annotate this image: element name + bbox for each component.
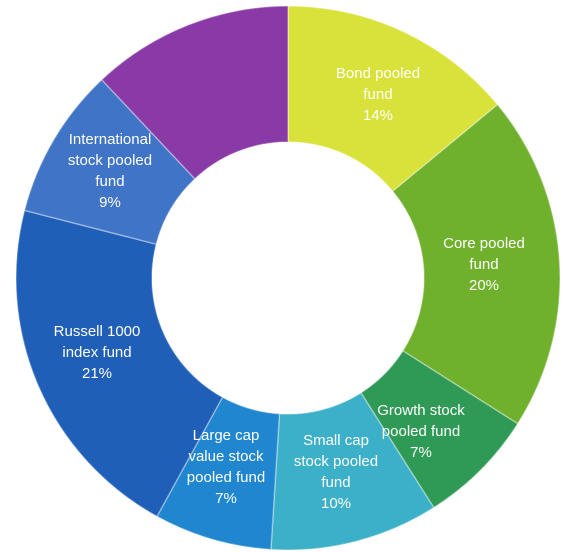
slice-label-line: Bond pooled (336, 65, 420, 82)
slice-label-line: 7% (215, 490, 237, 507)
slice-label-line: fund (469, 256, 498, 273)
slice-label-line: fund (95, 173, 124, 190)
slice-label-line: pooled fund (187, 469, 265, 486)
slice-label-5: Russell 1000 index fund 21% (54, 323, 141, 382)
slice-label-line: fund (321, 474, 350, 491)
slice-label-line: Growth stock (377, 402, 465, 419)
slice-label-line: Core pooled (443, 235, 525, 252)
slice-label-line: Russell 1000 (54, 323, 141, 340)
slice-label-2: Growth stock pooled fund 7% (377, 402, 465, 461)
slice-label-line: 20% (469, 277, 499, 294)
slice-label-line: 14% (363, 107, 393, 124)
donut-slices (15, 5, 561, 551)
slice-labels: Bond pooled fund 14% Core pooled fund 20% Grow… (54, 65, 525, 512)
slice-label-line: 10% (321, 495, 351, 512)
slice-label-line: value stock (188, 448, 264, 465)
slice-label-0: Bond pooled fund 14% (336, 65, 420, 124)
slice-label-line: International (69, 131, 152, 148)
slice-label-6: International stock pooled fund 9% (68, 131, 152, 211)
slice-label-line: 21% (82, 365, 112, 382)
slice-label-line: stock pooled (294, 453, 378, 470)
slice-label-line: pooled fund (382, 423, 460, 440)
slice-label-line: index fund (62, 344, 131, 361)
slice-label-line: Large cap (193, 427, 260, 444)
slice-label-4: Large cap value stock pooled fund 7% (187, 427, 265, 507)
slice-label-line: 9% (99, 194, 121, 211)
slice-label-3: Small cap stock pooled fund 10% (294, 432, 378, 512)
slice-label-line: 7% (410, 444, 432, 461)
donut-hole (152, 142, 424, 414)
slice-label-1: Core pooled fund 20% (443, 235, 525, 294)
slice-label-line: fund (363, 86, 392, 103)
slice-label-line: stock pooled (68, 152, 152, 169)
slice-label-line: Small cap (303, 432, 369, 449)
